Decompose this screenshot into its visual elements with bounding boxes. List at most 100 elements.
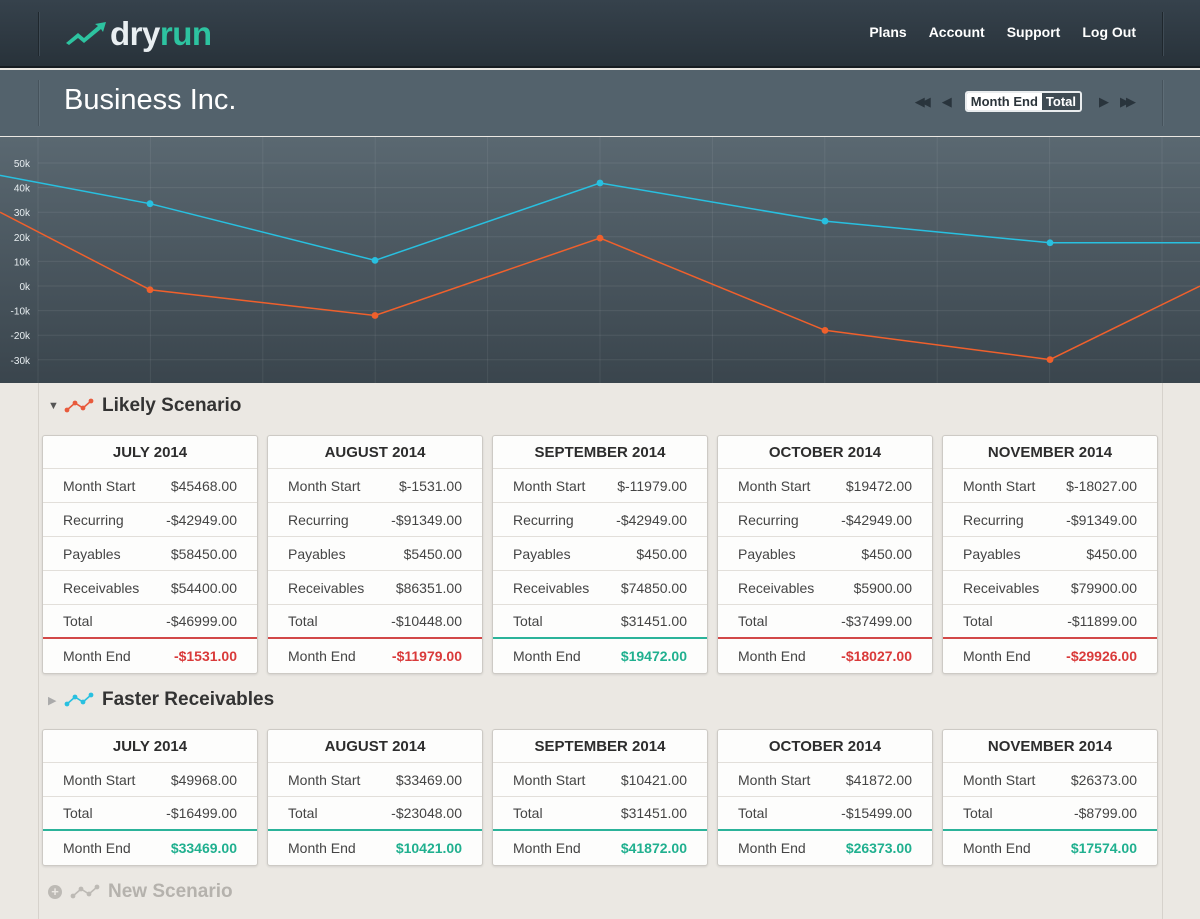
expanded-caret-icon[interactable]: ▼: [48, 400, 59, 412]
table-row: Total -$16499.00: [43, 797, 257, 831]
row-value: -$10448.00: [391, 613, 462, 629]
month-end-value: -$18027.00: [841, 648, 912, 664]
month-card: OCTOBER 2014 Month Start $41872.00 Total…: [717, 729, 933, 866]
row-label: Month Start: [963, 477, 1036, 494]
row-label: Recurring: [738, 511, 799, 528]
row-value: -$91349.00: [391, 511, 462, 528]
data-point[interactable]: [596, 234, 604, 242]
month-end-value: $26373.00: [845, 840, 912, 856]
month-end-value: -$29926.00: [1066, 648, 1137, 664]
row-label: Total: [288, 613, 318, 629]
row-value: $41872.00: [845, 771, 912, 788]
plus-icon: +: [48, 885, 62, 899]
toggle-month-end[interactable]: Month End: [966, 93, 1042, 110]
new-scenario-button[interactable]: + New Scenario: [48, 881, 233, 903]
row-value: $5900.00: [853, 579, 912, 596]
cashflow-chart: 50k 40k 30k 20k 10k 0k -10k -20k -30k: [0, 137, 1200, 383]
row-value: -$42949.00: [166, 511, 237, 528]
next-period-icon[interactable]: ▶: [1099, 93, 1109, 109]
prev-period-icon[interactable]: ◀: [941, 93, 952, 109]
nav-plans[interactable]: Plans: [869, 24, 907, 40]
nav-support[interactable]: Support: [1006, 24, 1061, 40]
month-end-row: Month End $26373.00: [718, 831, 932, 865]
month-end-row: Month End -$18027.00: [718, 639, 932, 673]
row-value: -$42949.00: [841, 511, 912, 528]
row-label: Month End: [963, 840, 1031, 856]
table-row: Month Start $-1531.00: [268, 469, 482, 503]
table-row: Recurring -$42949.00: [718, 503, 932, 537]
table-row: Recurring -$91349.00: [268, 503, 482, 537]
month-end-row: Month End $17574.00: [943, 831, 1157, 865]
month-end-value: $41872.00: [620, 840, 687, 856]
row-value: $-1531.00: [398, 477, 462, 494]
table-row: Total $31451.00: [493, 797, 707, 831]
data-point[interactable]: [146, 286, 154, 294]
row-value: $33469.00: [395, 771, 462, 788]
scenario-header-faster[interactable]: ▶ Faster Receivables: [48, 689, 274, 711]
logo-text-dry: dry: [110, 15, 160, 52]
data-point[interactable]: [821, 217, 829, 225]
row-label: Month End: [63, 840, 131, 856]
row-label: Receivables: [63, 579, 140, 596]
data-point[interactable]: [146, 200, 154, 208]
row-label: Month End: [288, 840, 356, 856]
last-period-icon[interactable]: ▶▶: [1120, 93, 1136, 109]
nav-log-out[interactable]: Log Out: [1082, 24, 1136, 40]
table-row: Receivables $5900.00: [718, 571, 932, 605]
row-label: Payables: [63, 545, 121, 562]
toggle-total[interactable]: Total: [1041, 93, 1080, 110]
nav-account[interactable]: Account: [928, 24, 985, 40]
table-row: Month Start $49968.00: [43, 763, 257, 797]
row-label: Month Start: [63, 477, 136, 494]
month-end-row: Month End $33469.00: [43, 831, 257, 865]
divider: [1162, 80, 1163, 126]
first-period-icon[interactable]: ◀◀: [914, 93, 931, 109]
row-label: Month Start: [288, 771, 361, 788]
data-point[interactable]: [371, 312, 379, 319]
row-label: Month Start: [513, 477, 586, 494]
table-row: Month Start $26373.00: [943, 763, 1157, 797]
table-row: Month Start $-18027.00: [943, 469, 1157, 503]
company-title: Business Inc.: [64, 84, 237, 116]
month-end-row: Month End $41872.00: [493, 831, 707, 865]
table-row: Payables $58450.00: [43, 537, 257, 571]
scenario-header-likely[interactable]: ▼ Likely Scenario: [48, 395, 241, 417]
data-point[interactable]: [596, 179, 604, 187]
month-end-row: Month End $10421.00: [268, 831, 482, 865]
new-scenario-label: New Scenario: [108, 881, 233, 902]
row-label: Month End: [513, 648, 581, 664]
month-title: OCTOBER 2014: [718, 730, 932, 763]
row-label: Total: [738, 805, 768, 821]
row-label: Payables: [963, 545, 1021, 562]
month-card: JULY 2014 Month Start $49968.00 Total -$…: [42, 729, 258, 866]
scenario-trend-icon: [64, 398, 94, 413]
row-label: Recurring: [963, 511, 1024, 528]
table-row: Month Start $-11979.00: [493, 469, 707, 503]
data-point[interactable]: [1046, 239, 1054, 247]
month-title: SEPTEMBER 2014: [493, 436, 707, 469]
collapsed-caret-icon[interactable]: ▶: [48, 694, 57, 707]
month-card: SEPTEMBER 2014 Month Start $10421.00 Tot…: [492, 729, 708, 866]
row-value: -$15499.00: [841, 805, 912, 821]
data-point[interactable]: [821, 326, 829, 334]
row-value: $31451.00: [620, 613, 687, 629]
data-point[interactable]: [371, 256, 379, 264]
data-point[interactable]: [1046, 356, 1054, 364]
row-label: Receivables: [288, 579, 365, 596]
row-value: -$11899.00: [1067, 613, 1137, 629]
table-row: Month Start $33469.00: [268, 763, 482, 797]
month-end-value: $19472.00: [620, 648, 687, 664]
scenario-cards-faster: JULY 2014 Month Start $49968.00 Total -$…: [42, 729, 1158, 866]
month-end-row: Month End -$11979.00: [268, 639, 482, 673]
month-card: AUGUST 2014 Month Start $33469.00 Total …: [267, 729, 483, 866]
scenario-trend-icon: [70, 884, 100, 899]
app-logo[interactable]: dry run: [64, 14, 212, 54]
row-value: $-11979.00: [617, 477, 687, 494]
scenario-cards-likely: JULY 2014 Month Start $45468.00 Recurrin…: [42, 435, 1158, 674]
table-row: Total -$11899.00: [943, 605, 1157, 639]
row-label: Month Start: [738, 477, 811, 494]
row-label: Total: [513, 613, 543, 629]
table-row: Receivables $54400.00: [43, 571, 257, 605]
table-row: Total -$8799.00: [943, 797, 1157, 831]
month-end-value: -$1531.00: [173, 648, 237, 664]
